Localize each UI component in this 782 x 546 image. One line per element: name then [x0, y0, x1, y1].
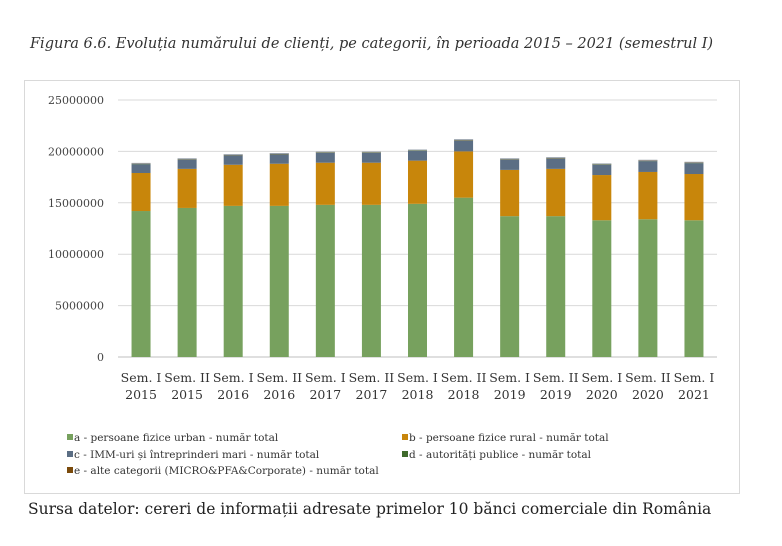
y-tick-label: 10000000 [48, 248, 104, 261]
x-tick-label: Sem. II [349, 370, 395, 385]
legend-label: e - alte categorii (MICRO&PFA&Corporate)… [74, 465, 379, 477]
y-tick-label: 25000000 [48, 94, 104, 107]
x-tick-label-year: 2021 [678, 387, 710, 402]
bar-segment [592, 164, 612, 176]
bar-segment [361, 204, 381, 357]
bar-segment [500, 216, 520, 357]
x-tick-label: Sem. II [533, 370, 579, 385]
legend-swatch [402, 451, 408, 457]
bar-segment [315, 204, 335, 357]
stacked-bar-chart: 0 5000000 10000000 15000000 20000000 25000000… [48, 94, 717, 477]
x-tick-label-year: 2015 [171, 387, 203, 402]
x-tick-label: Sem. I [397, 370, 438, 385]
legend-swatch [67, 467, 73, 473]
x-tick-label-year: 2016 [217, 387, 249, 402]
bar-segment [315, 162, 335, 205]
bar-segment [592, 220, 612, 357]
bar-segment [131, 211, 151, 357]
x-tick-label: Sem. I [674, 370, 715, 385]
x-tick-label: Sem. I [581, 370, 622, 385]
bar-segment [546, 168, 566, 217]
bar-segment [408, 150, 427, 161]
figure-caption: Figura 6.6. Evoluția numărului de clienț… [30, 36, 714, 52]
bar-segment [269, 205, 289, 357]
x-tick-label-year: 2017 [356, 387, 388, 402]
x-tick-label-year: 2019 [494, 387, 526, 402]
bar-segment [131, 164, 151, 173]
chart-container: 0 5000000 10000000 15000000 20000000 25000000… [24, 80, 740, 494]
bar-segment [269, 163, 289, 206]
bar-segment [223, 164, 243, 206]
bar-segment [361, 152, 381, 163]
bar-segment [684, 163, 704, 175]
legend-label: d - autorități publice - număr total [409, 449, 592, 461]
bar-segment [454, 140, 474, 152]
bar-segment [500, 169, 520, 217]
bar-segment [638, 161, 658, 172]
y-tick-label: 0 [97, 351, 104, 364]
bar-segment [131, 172, 151, 212]
bar-segment [592, 175, 612, 221]
x-tick-label-year: 2018 [448, 387, 480, 402]
y-tick-label: 5000000 [55, 300, 104, 313]
legend-label: b - persoane fizice rural - număr total [409, 432, 609, 444]
legend-label: c - IMM-uri și întreprinderi mari - numă… [74, 449, 320, 461]
y-tick-label: 20000000 [48, 145, 104, 158]
legend-swatch [402, 434, 408, 440]
bar-segment [684, 174, 704, 221]
bar-segment [684, 220, 704, 357]
bar-segment [223, 155, 243, 165]
legend-label: a - persoane fizice urban - număr total [74, 432, 279, 444]
bar-segment [638, 219, 658, 357]
x-tick-label-year: 2018 [402, 387, 434, 402]
bar-segment [361, 162, 381, 205]
bar-segment [500, 159, 520, 170]
bar-segment [454, 151, 474, 198]
bar-segment [177, 159, 197, 169]
bar-segment [223, 205, 243, 357]
bar-segment [408, 160, 427, 204]
x-tick-label: Sem. I [213, 370, 254, 385]
bar-segment [315, 152, 335, 163]
x-tick-label-year: 2019 [540, 387, 572, 402]
bar-segment [638, 171, 658, 220]
x-tick-label: Sem. I [121, 370, 162, 385]
x-tick-label: Sem. II [256, 370, 302, 385]
bar-segment [546, 216, 566, 357]
x-tick-label-year: 2020 [586, 387, 618, 402]
x-tick-label-year: 2020 [632, 387, 664, 402]
bar-segment [177, 168, 197, 208]
x-tick-label: Sem. II [164, 370, 210, 385]
source-note: Sursa datelor: cereri de informații adre… [28, 500, 712, 518]
x-tick-label-year: 2017 [309, 387, 341, 402]
x-tick-label: Sem. I [305, 370, 346, 385]
bar-segment [546, 158, 566, 169]
y-tick-label: 15000000 [48, 197, 104, 210]
bar-segment [454, 197, 474, 357]
x-tick-label-year: 2016 [263, 387, 295, 402]
x-tick-label: Sem. II [625, 370, 671, 385]
x-tick-label: Sem. II [441, 370, 487, 385]
bar-segment [408, 203, 427, 357]
bar-segment [269, 154, 289, 164]
x-tick-label: Sem. I [489, 370, 530, 385]
bar-segment [177, 207, 197, 357]
legend-swatch [67, 434, 73, 440]
legend-swatch [67, 451, 73, 457]
x-tick-label-year: 2015 [125, 387, 157, 402]
